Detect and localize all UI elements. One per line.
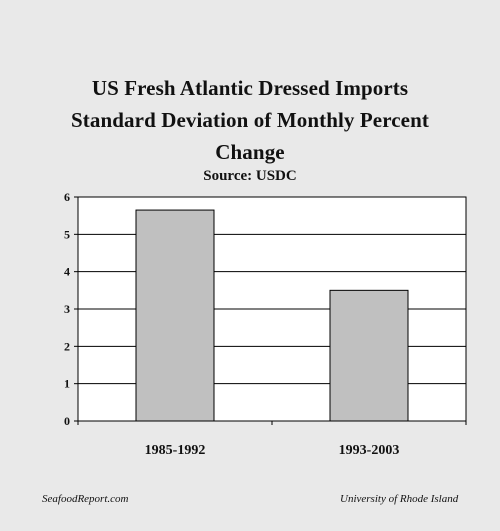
y-tick-label: 6	[64, 190, 70, 204]
y-tick-label: 3	[64, 302, 70, 316]
y-tick-label: 0	[64, 414, 70, 428]
y-tick-label: 2	[64, 339, 70, 353]
chart-subtitle: Source: USDC	[203, 168, 297, 184]
x-tick-label: 1985-1992	[145, 443, 206, 458]
chart-title-line-3: Change	[215, 140, 285, 164]
chart-title-line-2: Standard Deviation of Monthly Percent	[71, 108, 429, 132]
y-tick-label: 4	[64, 265, 70, 279]
bar	[329, 289, 409, 422]
x-tick-label: 1993-2003	[339, 443, 400, 458]
y-tick-label: 5	[64, 227, 70, 241]
footer-institution: University of Rhode Island	[340, 493, 459, 505]
chart-title-line-1: US Fresh Atlantic Dressed Imports	[91, 76, 409, 100]
y-tick-label: 1	[64, 377, 70, 391]
footer-source-site: SeafoodReport.com	[42, 493, 129, 505]
bar	[135, 209, 215, 422]
